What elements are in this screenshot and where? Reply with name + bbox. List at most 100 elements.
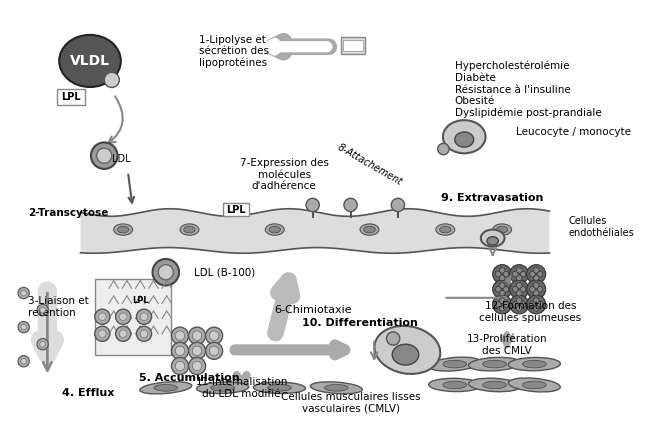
- Circle shape: [189, 327, 205, 344]
- Ellipse shape: [184, 226, 195, 233]
- Ellipse shape: [492, 224, 512, 235]
- Circle shape: [529, 301, 535, 307]
- Text: Hypercholestérolémie
Diabète
Résistance à l'insuline
Obesité
Dyslipidémie post-p: Hypercholestérolémie Diabète Résistance …: [455, 61, 601, 118]
- Text: 13-Prolifération
des CMLV: 13-Prolifération des CMLV: [467, 335, 547, 356]
- Ellipse shape: [443, 360, 467, 368]
- Circle shape: [500, 305, 505, 311]
- Text: 12-Formation des
cellules spumeuses: 12-Formation des cellules spumeuses: [480, 301, 582, 323]
- Circle shape: [189, 342, 205, 360]
- Circle shape: [98, 313, 106, 321]
- Circle shape: [503, 287, 509, 292]
- Text: 2-Transcytose: 2-Transcytose: [29, 207, 109, 218]
- Text: 11-Internalisation
du LDL modifié: 11-Internalisation du LDL modifié: [196, 377, 288, 399]
- Ellipse shape: [455, 132, 474, 147]
- Circle shape: [387, 332, 400, 345]
- Ellipse shape: [487, 237, 498, 245]
- Circle shape: [516, 290, 522, 296]
- Ellipse shape: [360, 224, 379, 235]
- Ellipse shape: [481, 229, 505, 247]
- Text: 8-Attachement: 8-Attachement: [335, 142, 404, 188]
- Circle shape: [503, 271, 509, 277]
- Circle shape: [500, 268, 505, 273]
- Circle shape: [21, 324, 27, 330]
- Text: 9. Extravasation: 9. Extravasation: [441, 193, 544, 204]
- Circle shape: [533, 283, 539, 288]
- Circle shape: [516, 305, 522, 311]
- Circle shape: [18, 287, 29, 299]
- Circle shape: [115, 309, 131, 324]
- Ellipse shape: [325, 385, 348, 391]
- Circle shape: [516, 283, 522, 288]
- Text: 4. Efflux: 4. Efflux: [62, 388, 114, 398]
- Circle shape: [437, 143, 449, 155]
- Circle shape: [520, 301, 526, 307]
- Text: LDL: LDL: [112, 153, 131, 164]
- Circle shape: [503, 301, 509, 307]
- Circle shape: [510, 280, 529, 299]
- Circle shape: [137, 326, 152, 341]
- Circle shape: [205, 342, 223, 360]
- Circle shape: [115, 326, 131, 341]
- Ellipse shape: [180, 224, 199, 235]
- Circle shape: [119, 330, 127, 338]
- Ellipse shape: [154, 385, 178, 391]
- Text: Cellules
endothéliales: Cellules endothéliales: [568, 216, 634, 237]
- FancyBboxPatch shape: [57, 89, 86, 105]
- Ellipse shape: [443, 120, 485, 153]
- Circle shape: [496, 287, 501, 292]
- Circle shape: [500, 298, 505, 304]
- Circle shape: [95, 326, 110, 341]
- Circle shape: [516, 268, 522, 273]
- Circle shape: [18, 356, 29, 367]
- Circle shape: [520, 287, 526, 292]
- Ellipse shape: [436, 224, 455, 235]
- Ellipse shape: [496, 226, 508, 233]
- Ellipse shape: [469, 378, 520, 392]
- Ellipse shape: [269, 226, 281, 233]
- Text: 1-Lipolyse et
sécrétion des
lipoprotéines: 1-Lipolyse et sécrétion des lipoprotéine…: [199, 35, 269, 68]
- Circle shape: [533, 275, 539, 281]
- Circle shape: [21, 358, 27, 364]
- Circle shape: [104, 73, 119, 87]
- Text: Leucocyte / monocyte: Leucocyte / monocyte: [516, 127, 631, 137]
- Text: 5. Accumulation: 5. Accumulation: [139, 373, 240, 383]
- Circle shape: [516, 298, 522, 304]
- Ellipse shape: [392, 344, 419, 365]
- Text: LPL: LPL: [132, 296, 148, 305]
- Ellipse shape: [113, 224, 133, 235]
- Ellipse shape: [59, 35, 121, 87]
- Ellipse shape: [522, 381, 546, 389]
- Ellipse shape: [196, 382, 249, 393]
- FancyBboxPatch shape: [95, 279, 170, 354]
- Circle shape: [40, 307, 45, 313]
- Circle shape: [172, 327, 189, 344]
- Circle shape: [520, 271, 526, 277]
- Text: 7-Expression des
molécules
d'adhérence: 7-Expression des molécules d'adhérence: [240, 158, 329, 191]
- Circle shape: [344, 198, 357, 212]
- Circle shape: [527, 265, 546, 284]
- Ellipse shape: [469, 357, 520, 371]
- Circle shape: [40, 341, 45, 347]
- Circle shape: [527, 295, 546, 314]
- Circle shape: [533, 268, 539, 273]
- Text: LPL: LPL: [226, 205, 246, 215]
- Polygon shape: [80, 209, 550, 253]
- Circle shape: [91, 142, 117, 169]
- Circle shape: [500, 275, 505, 281]
- Circle shape: [172, 357, 189, 374]
- Circle shape: [496, 301, 501, 307]
- Text: 6-Chimiotaxie: 6-Chimiotaxie: [274, 305, 351, 315]
- Circle shape: [209, 331, 219, 340]
- Circle shape: [533, 298, 539, 304]
- Circle shape: [209, 346, 219, 356]
- Circle shape: [21, 290, 27, 296]
- Circle shape: [140, 330, 148, 338]
- Circle shape: [537, 287, 543, 292]
- Circle shape: [37, 304, 49, 316]
- Circle shape: [513, 301, 518, 307]
- Circle shape: [152, 259, 179, 285]
- Circle shape: [205, 327, 223, 344]
- FancyBboxPatch shape: [343, 40, 363, 51]
- Text: 3-Liaison et
retention: 3-Liaison et retention: [29, 296, 89, 318]
- Ellipse shape: [310, 382, 362, 394]
